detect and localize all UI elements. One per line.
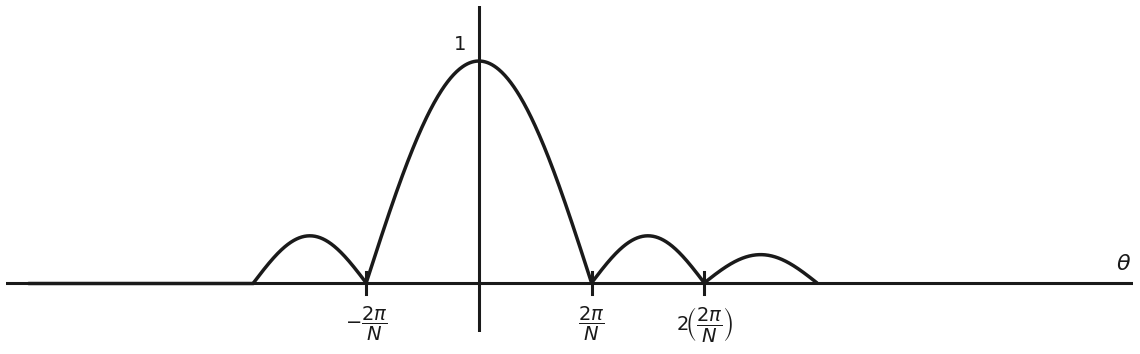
Text: $2\!\left(\dfrac{2\pi}{N}\right)$: $2\!\left(\dfrac{2\pi}{N}\right)$ (676, 305, 733, 344)
Text: $\theta$: $\theta$ (1116, 254, 1131, 274)
Text: $-\dfrac{2\pi}{N}$: $-\dfrac{2\pi}{N}$ (344, 305, 388, 343)
Text: $1$: $1$ (453, 35, 465, 55)
Text: $\dfrac{2\pi}{N}$: $\dfrac{2\pi}{N}$ (578, 305, 605, 343)
